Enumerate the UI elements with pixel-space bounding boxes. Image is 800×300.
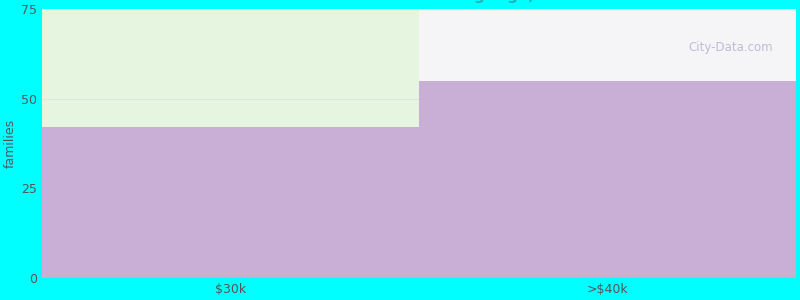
Text: City-Data.com: City-Data.com [689, 41, 774, 54]
Text: Multirace residents in Boling-Iago, TX: Multirace residents in Boling-Iago, TX [238, 0, 562, 3]
Y-axis label: families: families [4, 119, 17, 168]
Bar [42, 9, 419, 128]
Bar [419, 9, 796, 81]
Bar [419, 81, 796, 278]
Bar [42, 128, 419, 278]
Bar [419, 81, 796, 278]
Bar [42, 128, 419, 278]
